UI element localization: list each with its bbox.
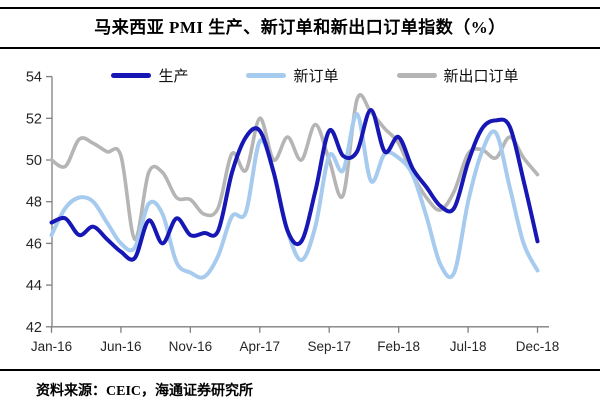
legend-label-new-orders: 新订单: [293, 68, 339, 85]
y-axis-tick-label: 42: [26, 320, 42, 336]
y-axis-tick-label: 52: [26, 111, 42, 127]
x-axis-tick-label: Jan-16: [31, 339, 72, 354]
new-orders-line-swatch: [246, 72, 287, 78]
x-axis-tick-label: Jul-18: [450, 339, 487, 354]
source-note: 资料来源：CEIC，海通证券研究所: [36, 384, 254, 399]
legend-item-new-orders: 新订单: [246, 65, 339, 86]
production-line-swatch: [111, 72, 152, 78]
x-axis-tick-label: Apr-17: [240, 339, 281, 354]
legend-label-production: 生产: [158, 68, 189, 85]
series-line-production: [49, 108, 540, 262]
series-line-new-orders: [49, 112, 540, 280]
y-axis-tick-label: 46: [26, 236, 42, 252]
x-axis-tick-label: Dec-18: [516, 339, 560, 354]
legend: 生产 新订单 新出口订单: [30, 65, 600, 86]
y-axis-tick-label: 50: [26, 153, 42, 169]
footer-rule: [0, 369, 600, 371]
title-bottom-rule: [0, 47, 600, 49]
series-line-export-orders: [49, 93, 540, 242]
x-axis-tick-label: Jun-16: [100, 339, 141, 354]
legend-item-production: 生产: [111, 65, 188, 86]
legend-item-export-orders: 新出口订单: [396, 65, 519, 86]
chart-title: 马来西亚 PMI 生产、新订单和新出口订单指数（%）: [94, 18, 506, 37]
export-orders-line-swatch: [396, 72, 437, 78]
x-axis-tick-label: Nov-16: [169, 339, 213, 354]
top-rule: [0, 7, 600, 9]
y-axis-tick-label: 44: [26, 278, 42, 294]
y-axis-tick-label: 48: [26, 195, 42, 211]
y-axis-tick-label: 54: [26, 70, 42, 86]
x-axis-tick-label: Sep-17: [307, 339, 351, 354]
x-axis-tick-label: Feb-18: [377, 339, 420, 354]
legend-label-export-orders: 新出口订单: [443, 68, 519, 85]
